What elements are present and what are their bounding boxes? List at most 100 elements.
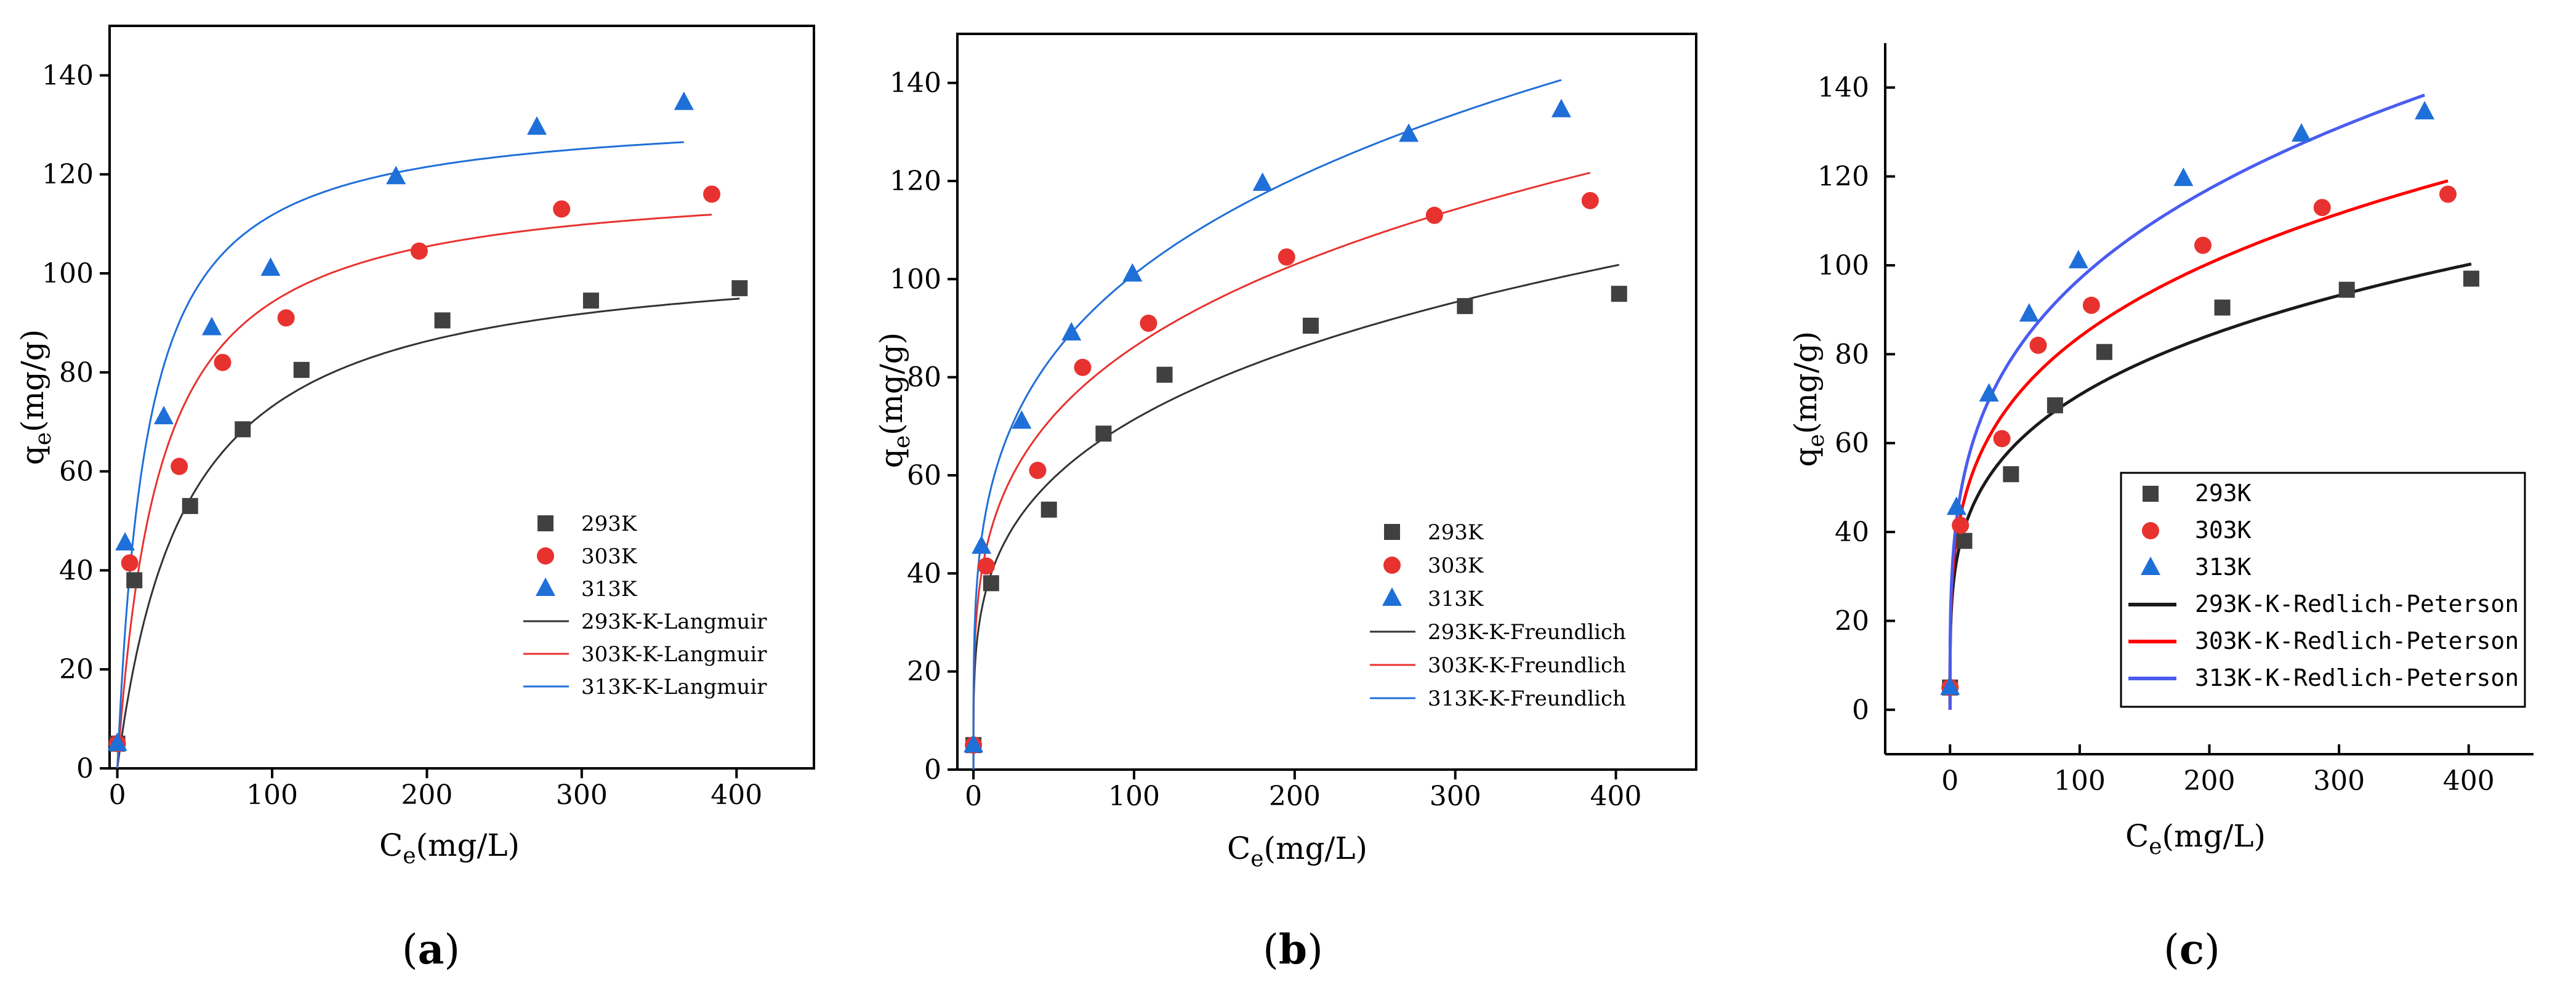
data-point-303K (1581, 191, 1599, 209)
x-tick-label: 300 (1430, 781, 1481, 812)
y-tick-label: 100 (890, 264, 941, 295)
y-tick-label: 120 (890, 166, 941, 197)
y-tick-label: 40 (907, 558, 941, 589)
data-point-293K (182, 497, 198, 514)
data-point-313K (260, 257, 281, 276)
data-point-293K (731, 280, 748, 297)
plot-frame (956, 33, 1697, 771)
x-axis-label: Ce(mg/L) (2125, 818, 2266, 859)
data-point-293K (1457, 298, 1473, 315)
y-axis-label: qe(mg/g) (1788, 331, 1829, 467)
y-tick-label: 100 (42, 258, 94, 289)
y-tick-label: 20 (1835, 605, 1869, 637)
fit-curve-2 (116, 214, 712, 768)
data-point-313K (1946, 496, 1966, 515)
data-point-303K (2313, 199, 2331, 217)
data-point-313K (115, 532, 135, 551)
legend-label: 313K (1428, 587, 1484, 611)
legend-marker-293K (1384, 524, 1400, 540)
y-tick-label: 100 (1817, 250, 1869, 281)
data-point-293K (2338, 281, 2355, 298)
legend-label: 293K (581, 512, 637, 536)
data-point-293K (1040, 501, 1057, 518)
data-point-293K (126, 572, 143, 589)
x-tick-label: 400 (1590, 781, 1642, 812)
data-point-313K (1122, 263, 1143, 282)
legend-marker-303K (1383, 557, 1401, 574)
data-point-293K (983, 575, 999, 592)
legend-label: 293K (1428, 520, 1484, 545)
data-point-313K (526, 116, 547, 135)
data-point-303K (553, 200, 571, 218)
data-point-303K (410, 242, 428, 260)
data-point-293K (2047, 397, 2063, 414)
x-tick-label: 100 (246, 779, 298, 811)
x-tick-label: 300 (556, 779, 608, 811)
fit-curve-2 (1948, 179, 2449, 710)
y-tick-label: 0 (924, 754, 941, 786)
fit-curve-1 (116, 297, 740, 769)
data-point-303K (1278, 248, 1295, 266)
legend-label: 313K-K-Freundlich (1428, 686, 1626, 711)
legend: 293K 303K 313K 293K-K-Langmuir 303K-K-Langmu… (523, 512, 767, 699)
data-point-313K (674, 91, 694, 110)
legend-marker-293K (537, 515, 553, 531)
legend-label: 293K-K-Langmuir (581, 610, 767, 634)
y-tick-label: 60 (1835, 428, 1869, 459)
legend-label: 303K-K-Redlich-Peterson (2195, 627, 2519, 654)
fit-curve-2 (972, 172, 1591, 770)
x-tick-label: 200 (1269, 781, 1321, 812)
legend: 293K 303K 313K 293K-K-Freundlich 303K-K-Freu… (1370, 520, 1626, 711)
x-tick-label: 200 (2184, 765, 2236, 797)
data-point-313K (2292, 123, 2312, 142)
data-point-303K (2439, 185, 2457, 203)
fit-curve-3 (116, 141, 684, 768)
data-point-313K (1061, 321, 1082, 340)
legend-label: 313K (2195, 553, 2252, 581)
legend-label: 303K (1428, 553, 1484, 578)
y-tick-label: 0 (76, 753, 94, 784)
data-point-293K (293, 361, 310, 378)
data-point-303K (277, 309, 295, 327)
data-point-313K (1551, 99, 1571, 118)
data-point-303K (214, 353, 231, 371)
data-point-293K (2214, 299, 2231, 316)
legend-label: 293K-K-Freundlich (1428, 620, 1626, 645)
legend-label: 293K-K-Redlich-Peterson (2195, 590, 2519, 618)
legend-label: 313K (581, 577, 637, 602)
data-point-293K (1611, 286, 1627, 302)
data-point-313K (1940, 676, 1960, 695)
data-point-313K (386, 166, 406, 185)
data-point-313K (107, 732, 127, 751)
legend: 293K 303K 313K 293K-K-Redlich-Peterson 303K-… (2120, 472, 2526, 708)
data-point-293K (2003, 466, 2019, 483)
y-tick-label: 0 (1852, 694, 1869, 726)
y-tick-label: 20 (59, 654, 94, 685)
legend-label: 313K-K-Redlich-Peterson (2195, 664, 2519, 691)
x-tick-label: 400 (2443, 765, 2495, 797)
data-point-313K (972, 535, 992, 554)
data-point-313K (964, 734, 984, 753)
y-tick-label: 120 (1817, 161, 1869, 193)
x-tick-label: 0 (965, 781, 982, 812)
y-tick-label: 80 (1835, 339, 1869, 370)
x-tick-label: 0 (109, 779, 126, 811)
legend-label: 303K (2195, 517, 2252, 544)
y-tick-label: 60 (907, 460, 941, 491)
x-axis-label: Ce(mg/L) (379, 827, 520, 869)
y-axis-label: qe(mg/g) (15, 329, 56, 465)
legend-label: 293K (2195, 480, 2252, 507)
x-tick-label: 200 (401, 779, 453, 811)
data-point-303K (2082, 296, 2100, 314)
data-point-303K (1425, 206, 1443, 224)
legend-marker-313K (2141, 557, 2160, 575)
data-point-303K (1952, 517, 1970, 534)
data-point-313K (2415, 100, 2435, 119)
fit-curve-1 (972, 264, 1620, 770)
data-point-303K (121, 554, 139, 572)
legend-marker-303K (537, 547, 554, 565)
legend-label: 303K (581, 544, 637, 569)
data-point-313K (2019, 303, 2039, 322)
y-axis-label: qe(mg/g) (874, 332, 915, 469)
y-tick-label: 140 (42, 60, 94, 91)
